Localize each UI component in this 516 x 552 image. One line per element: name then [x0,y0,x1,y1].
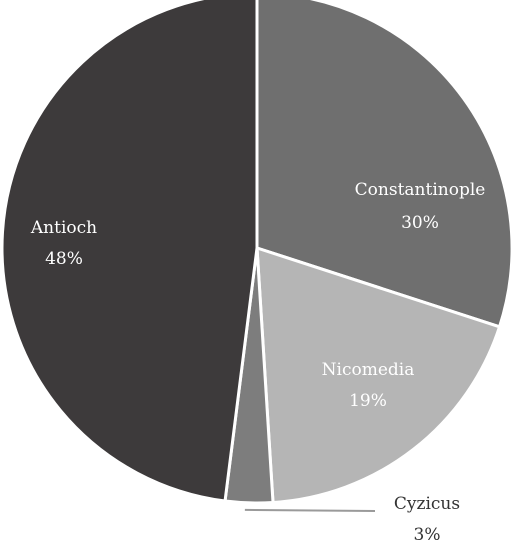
slice-labels: Constantinople 30% Nicomedia 19% Cyzicus 3% An… [30,180,485,545]
slice-antioch [0,0,259,503]
pie-slices [0,0,514,505]
slice-value-antioch: 48% [45,249,83,269]
slice-label-cyzicus: Cyzicus [394,494,460,514]
slice-constantinople [255,0,514,329]
slice-label-antioch: Antioch [30,218,97,238]
leader-lines [244,508,376,512]
slice-value-cyzicus: 3% [414,525,441,545]
slice-label-constantinople: Constantinople [355,180,486,200]
slice-nicomedia [255,246,502,504]
leader-line-cyzicus [244,508,376,512]
slice-label-nicomedia: Nicomedia [322,360,415,380]
slice-value-constantinople: 30% [401,213,439,233]
slice-value-nicomedia: 19% [349,391,387,411]
